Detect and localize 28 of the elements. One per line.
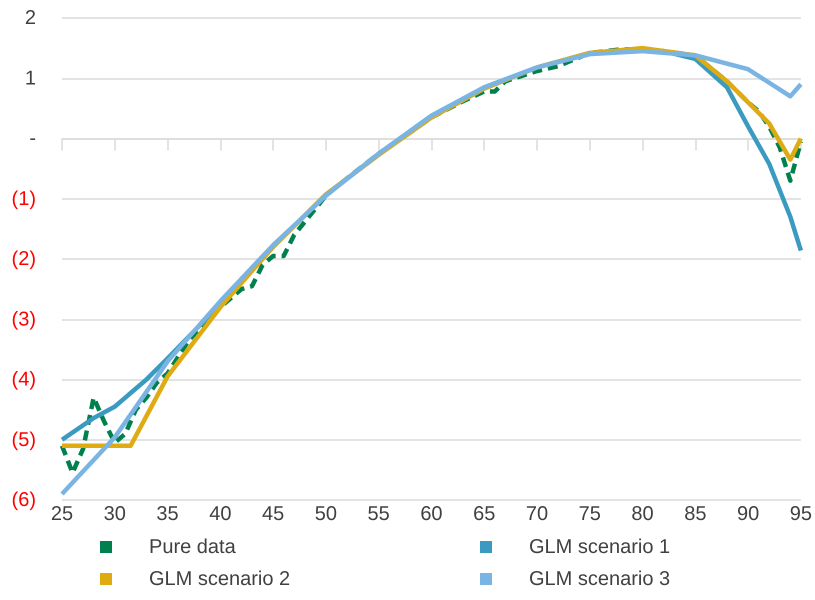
y-tick-label: 1 [24, 67, 36, 90]
y-tick-label: - [29, 128, 36, 150]
x-tick-label: 85 [684, 503, 706, 525]
x-tick-label: 50 [314, 503, 338, 525]
y-tick-label: (3) [12, 308, 36, 330]
x-tick-label: 55 [368, 503, 390, 525]
x-tick-label: 70 [526, 503, 548, 525]
x-tick-label: 35 [156, 503, 179, 525]
x-tick-label: 40 [209, 503, 232, 525]
y-tick-label: 2 [24, 7, 36, 29]
legend-label: GLM scenario 2 [149, 568, 290, 590]
x-tick-label: 25 [50, 503, 74, 525]
x-tick-label: 95 [790, 503, 812, 525]
legend-label: GLM scenario 1 [529, 536, 670, 558]
x-tick-label: 65 [473, 503, 496, 525]
x-tick-label: 60 [420, 503, 443, 525]
y-tick-label: (5) [12, 428, 36, 451]
x-tick-label: 45 [262, 503, 284, 525]
x-tick-label: 80 [631, 503, 654, 525]
y-tick-label: (1) [12, 188, 36, 210]
x-tick-label: 90 [736, 503, 760, 525]
y-tick-label: (4) [12, 368, 36, 390]
x-tick-label: 30 [104, 503, 126, 525]
y-tick-label: (6) [12, 489, 36, 511]
legend-label: GLM scenario 3 [529, 568, 670, 590]
x-tick-label: 75 [578, 503, 601, 525]
y-tick-label: (2) [12, 248, 36, 270]
legend-label: Pure data [149, 536, 237, 558]
